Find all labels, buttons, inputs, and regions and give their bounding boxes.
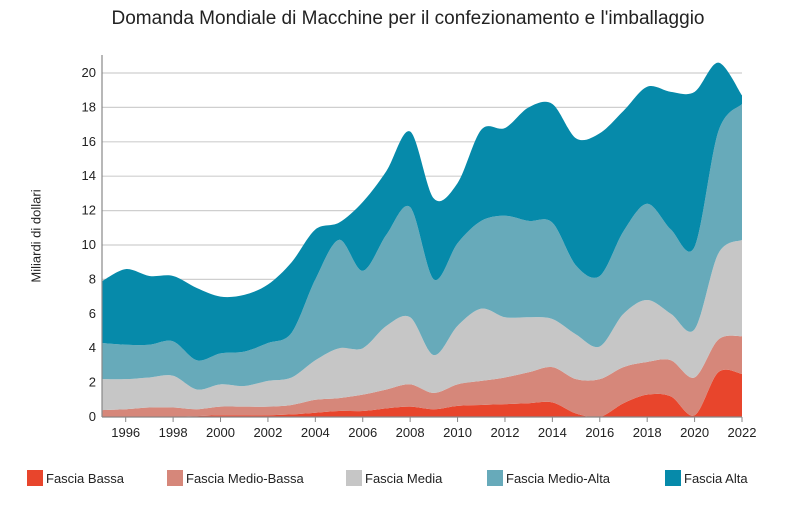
x-tick-label: 2010: [443, 425, 472, 440]
y-tick-label: 16: [82, 134, 96, 149]
chart-title: Domanda Mondiale di Macchine per il conf…: [111, 8, 705, 29]
legend-label: Fascia Medio-Alta: [506, 470, 611, 486]
legend-item: Fascia Medio-Bassa: [167, 470, 304, 486]
legend-item: Fascia Alta: [665, 470, 748, 486]
area-fascia-alta: [102, 62, 742, 361]
y-tick-label: 18: [82, 99, 96, 114]
x-tick-label: 1998: [159, 425, 188, 440]
area-fascia-bassa: [102, 369, 742, 418]
x-tick-label: 2016: [585, 425, 614, 440]
area-fascia-media: [102, 239, 742, 411]
y-tick-label: 4: [89, 340, 96, 355]
legend-label: Fascia Alta: [684, 470, 748, 486]
x-tick-label: 2008: [396, 425, 425, 440]
legend-item: Fascia Media: [346, 470, 442, 486]
legend-item: Fascia Medio-Alta: [487, 470, 610, 486]
x-tick-label: 2002: [253, 425, 282, 440]
x-tick-label: 2012: [491, 425, 520, 440]
legend-label: Fascia Media: [365, 470, 443, 486]
y-tick-label: 10: [82, 237, 96, 252]
legend-item: Fascia Bassa: [27, 470, 124, 486]
legend-swatch: [346, 470, 362, 486]
y-tick-label: 6: [89, 306, 96, 321]
legend-swatch: [167, 470, 183, 486]
area-fascia-medio-alta: [102, 103, 742, 390]
y-tick-label: 12: [82, 203, 96, 218]
x-tick-label: 2022: [728, 425, 757, 440]
y-tick-label: 20: [82, 65, 96, 80]
x-tick-label: 2020: [680, 425, 709, 440]
legend-label: Fascia Medio-Bassa: [186, 470, 304, 486]
y-axis-label: Miliardi di dollari: [28, 189, 44, 283]
legend-label: Fascia Bassa: [46, 470, 125, 486]
area-fascia-medio-bassa: [102, 335, 742, 418]
y-tick-label: 0: [89, 409, 96, 424]
y-tick-label: 14: [82, 168, 96, 183]
legend-swatch: [487, 470, 503, 486]
legend-swatch: [27, 470, 43, 486]
x-tick-label: 2000: [206, 425, 235, 440]
x-tick-label: 1996: [111, 425, 140, 440]
y-tick-label: 2: [89, 375, 96, 390]
x-tick-label: 2006: [348, 425, 377, 440]
x-tick-label: 2004: [301, 425, 330, 440]
legend-swatch: [665, 470, 681, 486]
y-tick-label: 8: [89, 271, 96, 286]
x-tick-label: 2014: [538, 425, 567, 440]
x-tick-label: 2018: [633, 425, 662, 440]
